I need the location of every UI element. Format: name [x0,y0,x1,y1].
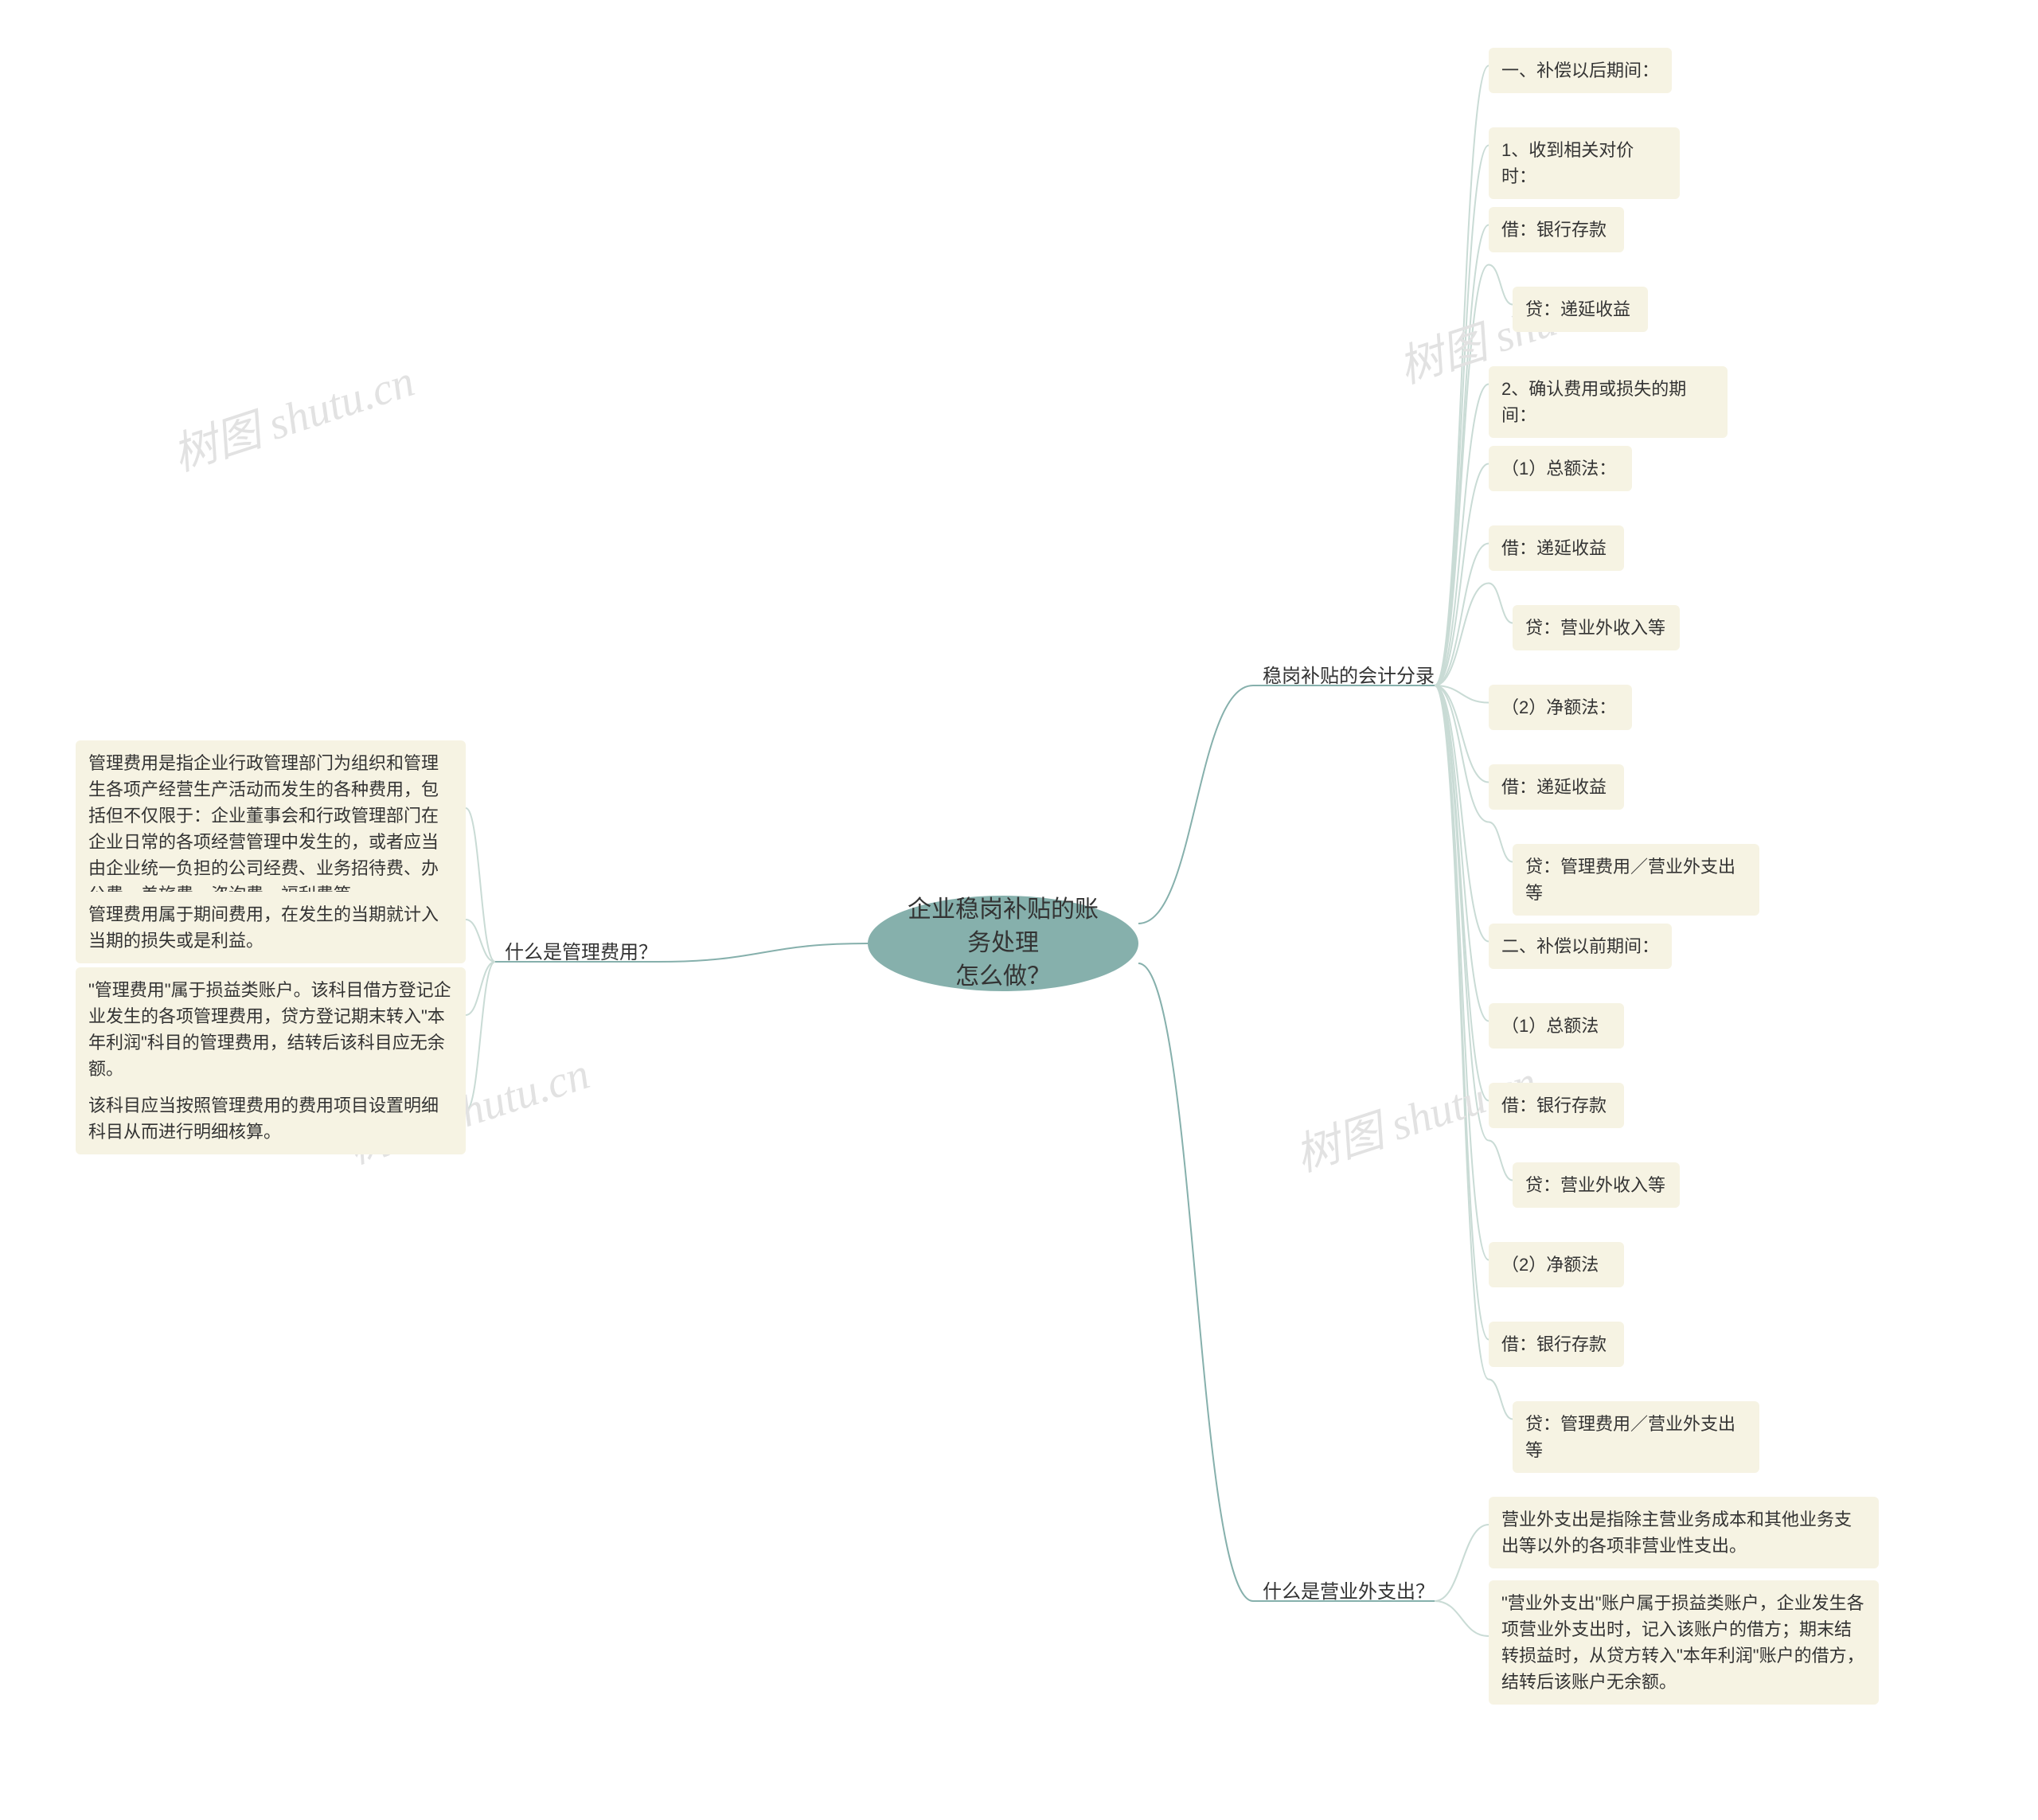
leaf-node[interactable]: 二、补偿以前期间： [1489,924,1672,969]
leaf-node[interactable]: 管理费用是指企业行政管理部门为组织和管理生各项产经营生产活动而发生的各种费用，包… [76,740,466,917]
watermark: 树图 shutu.cn [163,345,421,483]
leaf-node[interactable]: 该科目应当按照管理费用的费用项目设置明细科目从而进行明细核算。 [76,1083,466,1154]
leaf-node[interactable]: 借：银行存款 [1489,1322,1624,1367]
leaf-node[interactable]: （2）净额法 [1489,1242,1624,1287]
leaf-node[interactable]: "营业外支出"账户属于损益类账户，企业发生各项营业外支出时，记入该账户的借方；期… [1489,1580,1879,1705]
center-topic-label: 企业稳岗补贴的账务处理 怎么做？ [900,893,1107,994]
branch-label[interactable]: 稳岗补贴的会计分录 [1258,657,1439,691]
leaf-node[interactable]: 管理费用属于期间费用，在发生的当期就计入当期的损失或是利益。 [76,892,466,963]
leaf-node[interactable]: 贷：递延收益 [1513,287,1648,332]
leaf-node[interactable]: （1）总额法： [1489,446,1632,491]
mindmap-canvas: 树图 shutu.cn树图 shutu.cn树图 shutu.cn树图 shut… [0,0,2038,1820]
branch-label[interactable]: 什么是管理费用？ [500,933,662,967]
leaf-node[interactable]: 贷：营业外收入等 [1513,605,1680,650]
leaf-node[interactable]: 借：递延收益 [1489,764,1624,810]
leaf-node[interactable]: 借：银行存款 [1489,207,1624,252]
center-topic[interactable]: 企业稳岗补贴的账务处理 怎么做？ [868,896,1138,991]
leaf-node[interactable]: （2）净额法： [1489,685,1632,730]
leaf-node[interactable]: 1、收到相关对价时： [1489,127,1680,199]
leaf-node[interactable]: 营业外支出是指除主营业务成本和其他业务支出等以外的各项非营业性支出。 [1489,1497,1879,1568]
leaf-node[interactable]: 贷：营业外收入等 [1513,1162,1680,1208]
leaf-node[interactable]: 贷：管理费用／营业外支出等 [1513,844,1759,916]
leaf-node[interactable]: 一、补偿以后期间： [1489,48,1672,93]
branch-label[interactable]: 什么是营业外支出？ [1258,1572,1439,1607]
leaf-node[interactable]: "管理费用"属于损益类账户。该科目借方登记企业发生的各项管理费用，贷方登记期末转… [76,967,466,1092]
leaf-node[interactable]: 2、确认费用或损失的期间： [1489,366,1728,438]
leaf-node[interactable]: 借：银行存款 [1489,1083,1624,1128]
leaf-node[interactable]: （1）总额法 [1489,1003,1624,1049]
leaf-node[interactable]: 贷：管理费用／营业外支出等 [1513,1401,1759,1473]
leaf-node[interactable]: 借：递延收益 [1489,525,1624,571]
